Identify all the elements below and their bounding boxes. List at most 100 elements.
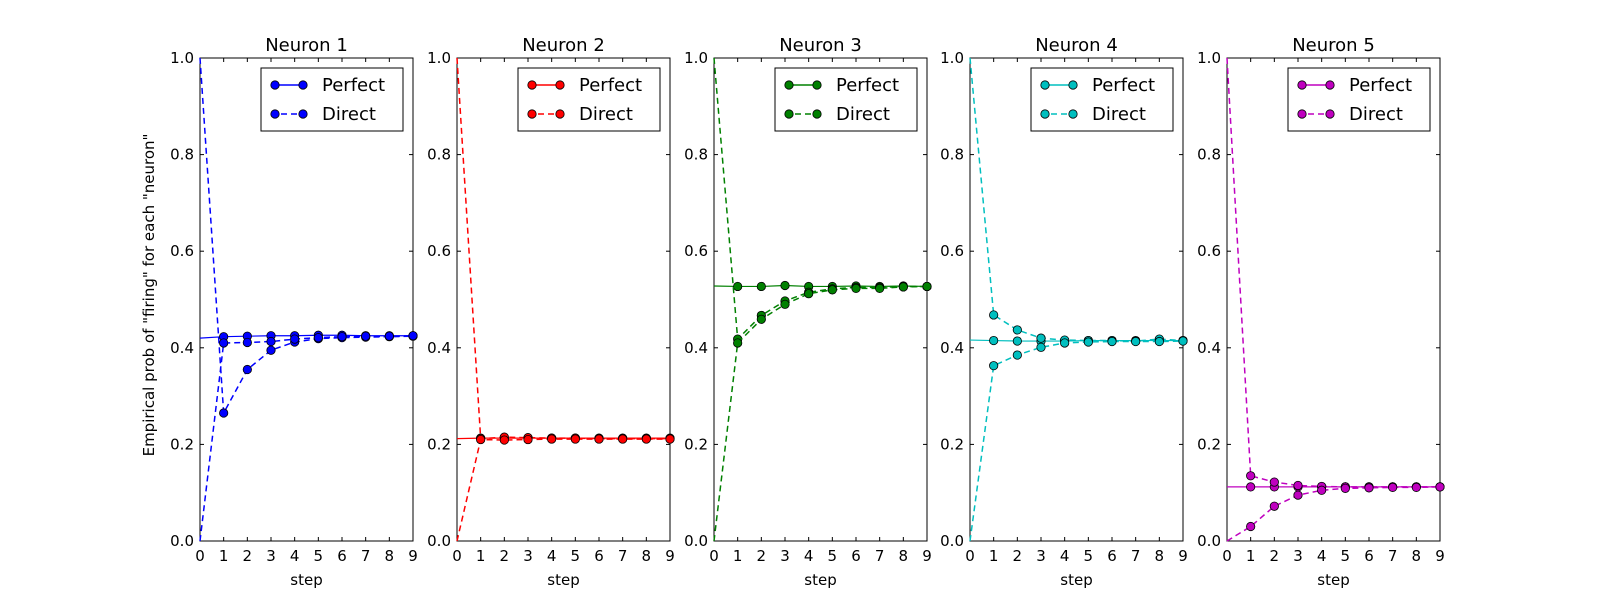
data-point-direct <box>242 337 252 348</box>
x-tick-label: 9 <box>922 547 932 565</box>
x-tick-label: 9 <box>408 547 418 565</box>
data-point-direct <box>290 334 300 344</box>
x-tick-label: 5 <box>571 547 581 565</box>
data-point-direct <box>523 434 533 445</box>
panel-5: Neuron 5 0 1 2 3 4 5 6 7 8 9 0.0 0.2 0.4 0.6 0.8 1.0 step… <box>1197 35 1445 589</box>
data-point-direct <box>989 361 999 371</box>
legend-marker <box>784 109 794 119</box>
legend-marker <box>812 109 822 119</box>
x-tick-label: 7 <box>1388 547 1398 565</box>
data-point-direct <box>756 314 766 324</box>
data-point-direct <box>1060 338 1070 348</box>
data-point-direct <box>1293 490 1303 500</box>
y-tick-label: 1.0 <box>1197 49 1221 67</box>
y-tick-label: 0.2 <box>940 435 964 453</box>
y-tick-label: 1.0 <box>684 49 708 67</box>
x-tick-label: 0 <box>195 547 205 565</box>
legend-marker <box>812 80 822 90</box>
legend-marker <box>298 80 308 90</box>
x-tick-label: 2 <box>757 547 767 565</box>
x-tick-label: 4 <box>804 547 814 565</box>
legend-marker <box>1325 80 1335 90</box>
panel-title: Neuron 5 <box>1292 35 1375 56</box>
series-line-direct-1 <box>969 57 1184 342</box>
data-point-direct <box>804 289 814 299</box>
series-line-direct-2 <box>713 285 928 542</box>
x-tick-label: 4 <box>290 547 300 565</box>
x-tick-label: 6 <box>1107 547 1117 565</box>
y-tick-label: 0.2 <box>684 435 708 453</box>
x-tick-label: 2 <box>1013 547 1023 565</box>
x-tick-label: 7 <box>1131 547 1141 565</box>
x-tick-label: 9 <box>1178 547 1188 565</box>
y-tick-label: 0.6 <box>684 242 708 260</box>
x-tick-label: 4 <box>1060 547 1070 565</box>
legend-label-perfect: Perfect <box>836 75 899 96</box>
x-tick-label: 9 <box>1435 547 1445 565</box>
data-point-direct <box>219 338 229 348</box>
plot-frame <box>713 57 928 542</box>
legend: Perfect Direct <box>1287 67 1431 132</box>
x-tick-label: 5 <box>1341 547 1351 565</box>
legend-box <box>1287 67 1431 132</box>
data-point-direct <box>1293 480 1303 491</box>
data-point-direct <box>1012 350 1022 360</box>
y-tick-label: 0.8 <box>684 146 708 164</box>
x-tick-label: 1 <box>1246 547 1256 565</box>
data-point-direct <box>1269 477 1279 487</box>
x-tick-label: 6 <box>851 547 861 565</box>
data-point-direct <box>1246 471 1256 481</box>
x-tick-label: 3 <box>1293 547 1303 565</box>
data-point-direct <box>641 434 651 444</box>
y-tick-label: 0.6 <box>940 242 964 260</box>
data-point-direct <box>361 331 371 341</box>
x-tick-label: 8 <box>642 547 652 565</box>
data-point-perfect <box>733 281 743 292</box>
x-tick-label: 4 <box>547 547 557 565</box>
legend-marker <box>1040 80 1050 90</box>
x-tick-label: 0 <box>709 547 719 565</box>
data-point-direct <box>1388 482 1398 492</box>
y-tick-label: 0.8 <box>1197 146 1221 164</box>
x-axis-label: step <box>290 571 322 589</box>
x-axis-label: step <box>1317 571 1349 589</box>
y-tick-label: 0.0 <box>940 532 964 550</box>
legend-marker <box>1068 109 1078 119</box>
x-tick-label: 3 <box>266 547 276 565</box>
series-line-direct-1 <box>456 57 670 440</box>
legend-label-direct: Direct <box>579 104 633 125</box>
y-tick-label: 0.8 <box>170 146 194 164</box>
data-point-direct <box>875 283 885 293</box>
data-point-direct <box>594 434 604 444</box>
x-tick-label: 1 <box>219 547 229 565</box>
legend-box <box>260 67 404 132</box>
y-tick-label: 0.6 <box>1197 242 1221 260</box>
x-axis-label: step <box>1060 571 1092 589</box>
y-tick-label: 0.4 <box>1197 339 1221 357</box>
panel-2: Neuron 2 0 1 2 3 4 5 6 7 8 9 0.0 0.2 0.4 0.6 0.8 1.0 step… <box>427 35 675 589</box>
data-point-direct <box>1036 342 1046 352</box>
data-point-direct <box>337 332 347 342</box>
data-point-direct <box>499 435 509 445</box>
y-tick-label: 0.2 <box>1197 435 1221 453</box>
x-axis-label: step <box>804 571 836 589</box>
y-tick-label: 0.0 <box>427 532 451 550</box>
y-tick-label: 0.8 <box>940 146 964 164</box>
legend-label-direct: Direct <box>836 104 890 125</box>
data-point-direct <box>1364 483 1374 493</box>
legend: Perfect Direct <box>260 67 404 132</box>
legend-marker <box>784 80 794 90</box>
data-point-direct <box>618 434 628 444</box>
y-tick-label: 0.4 <box>684 339 708 357</box>
legend-label-direct: Direct <box>1092 104 1146 125</box>
x-tick-label: 9 <box>665 547 675 565</box>
x-tick-label: 1 <box>989 547 999 565</box>
panels: Neuron 10 1 2 3 4 5 6 7 8 90.00.20.40.60.81.0step… <box>170 35 1445 589</box>
data-point-direct <box>1435 482 1445 492</box>
y-tick-label: 0.4 <box>170 339 194 357</box>
x-tick-label: 4 <box>1317 547 1327 565</box>
x-axis-label: step <box>547 571 579 589</box>
data-point-direct <box>219 408 229 418</box>
x-tick-label: 0 <box>1222 547 1232 565</box>
x-tick-label: 7 <box>875 547 885 565</box>
